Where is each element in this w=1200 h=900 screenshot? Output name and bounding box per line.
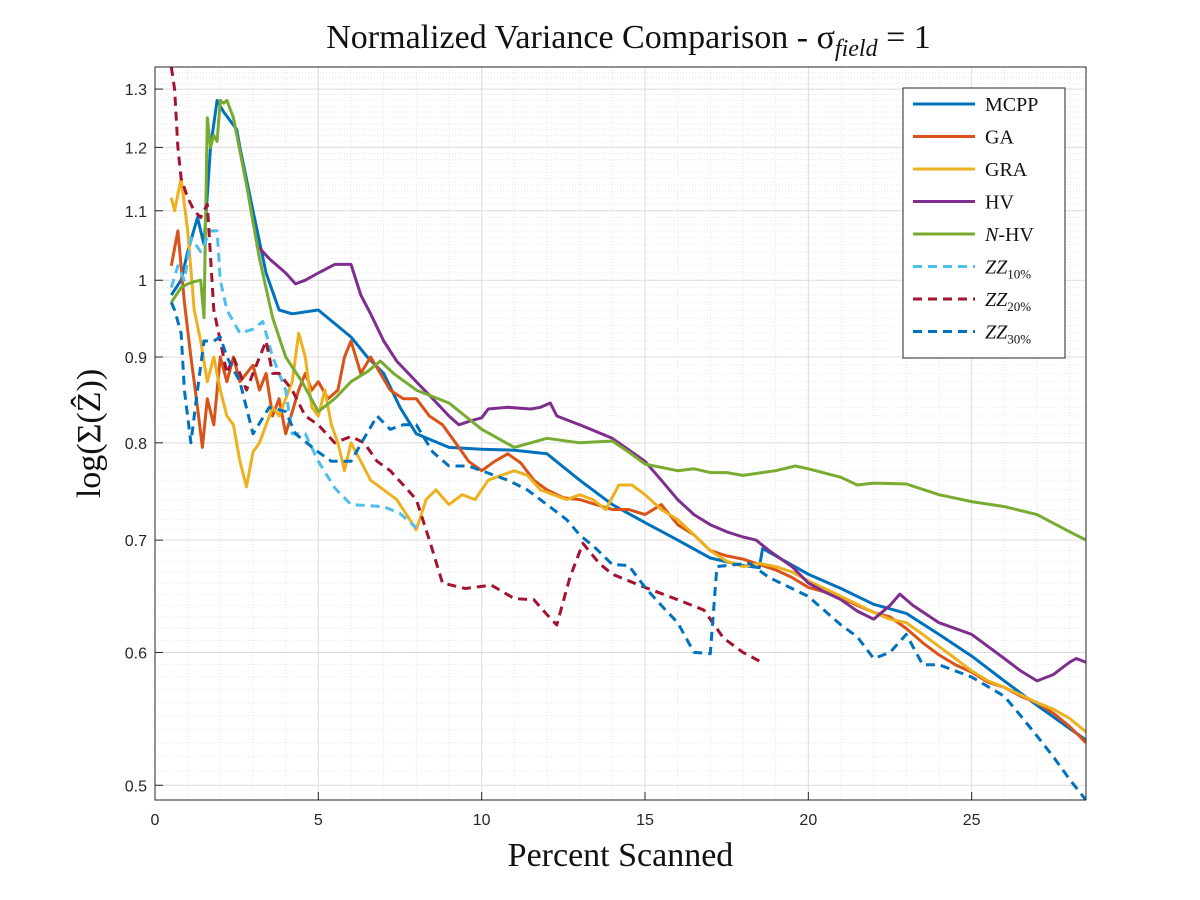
grid [154,66,1086,801]
series-line-zz-20pct [169,67,760,663]
x-axis-label: Percent Scanned [508,837,734,874]
x-tick-label: 20 [799,812,817,829]
series-line-zz-10pct [169,229,418,529]
legend-label: ZZ10% [985,257,1031,282]
y-tick-label: 0.6 [125,645,147,662]
chart-title: Normalized Variance Comparison - σfield … [326,19,931,62]
titles: Normalized Variance Comparison - σfield … [71,19,931,874]
series-line-n-hv [170,98,1086,542]
y-tick-label: 1 [138,273,147,290]
series-lines [169,67,1086,800]
y-tick-label: 0.7 [125,533,147,550]
legend-label: GA [985,127,1014,149]
plot-frame [154,66,1087,801]
y-tick-label: 0.9 [125,350,147,367]
ticks: 0 5 10 15 20 25 0.5 0.6 0.7 0.8 0.9 1 1.1 1.2 1.3 [125,82,981,829]
legend-label: HV [985,192,1014,214]
series-line-hv [255,243,1086,683]
y-tick-label: 0.8 [125,436,147,453]
series-line-mcpp [170,98,1086,742]
x-tick-label: 5 [314,812,323,829]
legend-box [902,87,1066,359]
legend-label: ZZ20% [985,289,1031,314]
x-tick-label: 0 [151,812,160,829]
x-tick-label: 10 [473,812,491,829]
legend-label: MCPP [985,94,1038,116]
legend[interactable]: MCPP GA GRA HV N-HV ZZ10% ZZ20% ZZ30% [902,87,1066,359]
y-tick-label: 1.3 [125,82,147,99]
legend-label: ZZ30% [985,322,1031,347]
x-tick-label: 15 [636,812,654,829]
legend-label: GRA [985,159,1028,181]
legend-label: N-HV [984,224,1034,246]
series-line-zz-30pct [169,301,1086,800]
y-axis-label: log(Σ(Ẑ)) [71,369,108,498]
y-tick-label: 0.5 [125,778,147,795]
x-tick-label: 25 [963,812,981,829]
y-tick-label: 1.2 [125,140,147,157]
y-tick-label: 1.1 [125,204,147,221]
series-line-gra [169,176,1086,734]
